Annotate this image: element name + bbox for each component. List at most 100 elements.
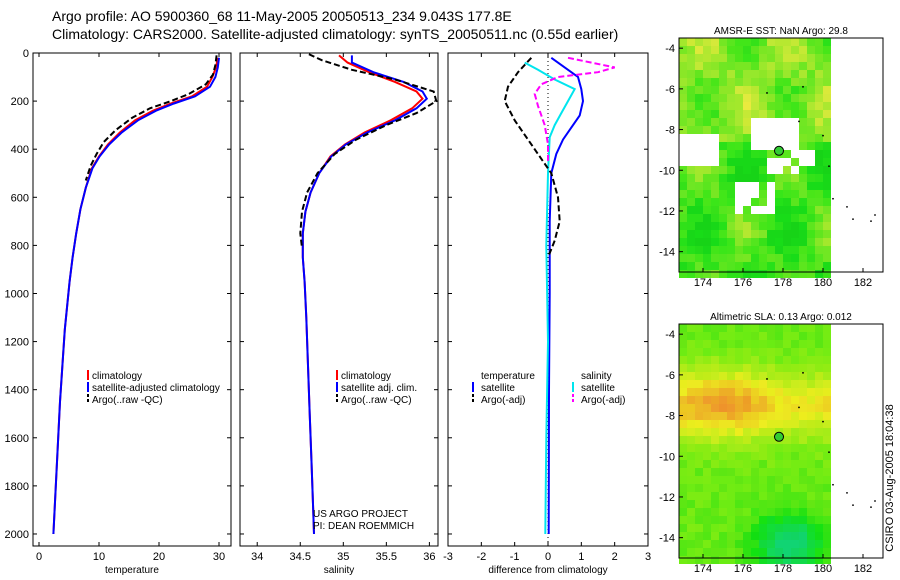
map-cell (711, 420, 719, 428)
map-cell (711, 436, 719, 444)
map-cell (703, 556, 711, 564)
map-cell (687, 254, 695, 262)
map-cell (751, 508, 759, 516)
map-cell (687, 516, 695, 524)
map-cell (823, 500, 831, 508)
map-cell (687, 436, 695, 444)
map-cell (735, 166, 743, 174)
map-cell (711, 492, 719, 500)
map-cell (751, 70, 759, 78)
map-cell (759, 540, 767, 548)
map-cell (711, 332, 719, 340)
y-tick-label: -10 (659, 451, 675, 463)
map-cell (735, 246, 743, 254)
map-cell (791, 262, 799, 270)
map-cell (783, 166, 791, 174)
y-tick-label: -12 (659, 206, 675, 218)
map-cell (783, 484, 791, 492)
map-cell (775, 524, 783, 532)
map-cell (695, 230, 703, 238)
map-cell (823, 214, 831, 222)
map-cell (711, 110, 719, 118)
map-cell (703, 198, 711, 206)
map-cell (679, 324, 687, 332)
map-cell (695, 484, 703, 492)
map-cell (735, 532, 743, 540)
map-cell (799, 110, 807, 118)
y-tick-label: 1000 (5, 288, 29, 300)
map-cell (711, 532, 719, 540)
x-tick-label: 2 (612, 551, 618, 563)
map-cell (823, 134, 831, 142)
map-cell (703, 190, 711, 198)
map-cell (775, 86, 783, 94)
map-cell (799, 230, 807, 238)
map-cell (695, 356, 703, 364)
map-cell (679, 206, 687, 214)
map-cell (743, 246, 751, 254)
map-cell (679, 532, 687, 540)
map-cell (703, 166, 711, 174)
map-cell (791, 364, 799, 372)
map-cell (759, 70, 767, 78)
map-cell (703, 238, 711, 246)
map-cell (807, 492, 815, 500)
map-cell (735, 54, 743, 62)
map-cell (703, 508, 711, 516)
map-cell (751, 94, 759, 102)
map-cell (719, 182, 727, 190)
map-cell (687, 452, 695, 460)
map-cell (783, 508, 791, 516)
map-cell (783, 356, 791, 364)
map-cell (783, 460, 791, 468)
map-cell (791, 174, 799, 182)
map-cell (735, 118, 743, 126)
map-cell (791, 476, 799, 484)
map-cell (823, 548, 831, 556)
map-cell (679, 444, 687, 452)
map-cell (775, 262, 783, 270)
map-cell (703, 214, 711, 222)
map-cell (679, 396, 687, 404)
map-cell (815, 404, 823, 412)
map-cell (703, 46, 711, 54)
map-cell (807, 508, 815, 516)
map-cell (711, 86, 719, 94)
map-cell (695, 524, 703, 532)
map-cell (727, 548, 735, 556)
map-cell (775, 102, 783, 110)
map-cell (735, 508, 743, 516)
map-cell (759, 94, 767, 102)
map-cell (791, 348, 799, 356)
map-cell (695, 246, 703, 254)
map-cell (743, 492, 751, 500)
map-cell (679, 222, 687, 230)
figure-title-line1: Argo profile: AO 5900360_68 11-May-2005 … (52, 8, 512, 24)
map-cell (695, 412, 703, 420)
x-tick-label: 35.5 (376, 551, 397, 563)
map-cell (799, 380, 807, 388)
map-cell (799, 102, 807, 110)
map-cell (751, 372, 759, 380)
map-cell (775, 356, 783, 364)
map-cell (735, 396, 743, 404)
map-cell (751, 396, 759, 404)
map-cell (711, 452, 719, 460)
x-tick-label: 176 (734, 277, 752, 289)
map-cell (679, 356, 687, 364)
map-cell (791, 444, 799, 452)
map-cell (775, 460, 783, 468)
map-cell (767, 388, 775, 396)
series-line-argo-raw-qc- (84, 55, 218, 181)
credit-project: US ARGO PROJECT (313, 509, 408, 520)
map-cell (719, 110, 727, 118)
legend-entry: climatology (341, 371, 391, 382)
map-cell (799, 238, 807, 246)
map-cell (743, 86, 751, 94)
map-cell (727, 484, 735, 492)
map-cell (727, 222, 735, 230)
map-cell (727, 388, 735, 396)
map-cell (743, 126, 751, 134)
map-cell (751, 516, 759, 524)
map-cell (767, 372, 775, 380)
